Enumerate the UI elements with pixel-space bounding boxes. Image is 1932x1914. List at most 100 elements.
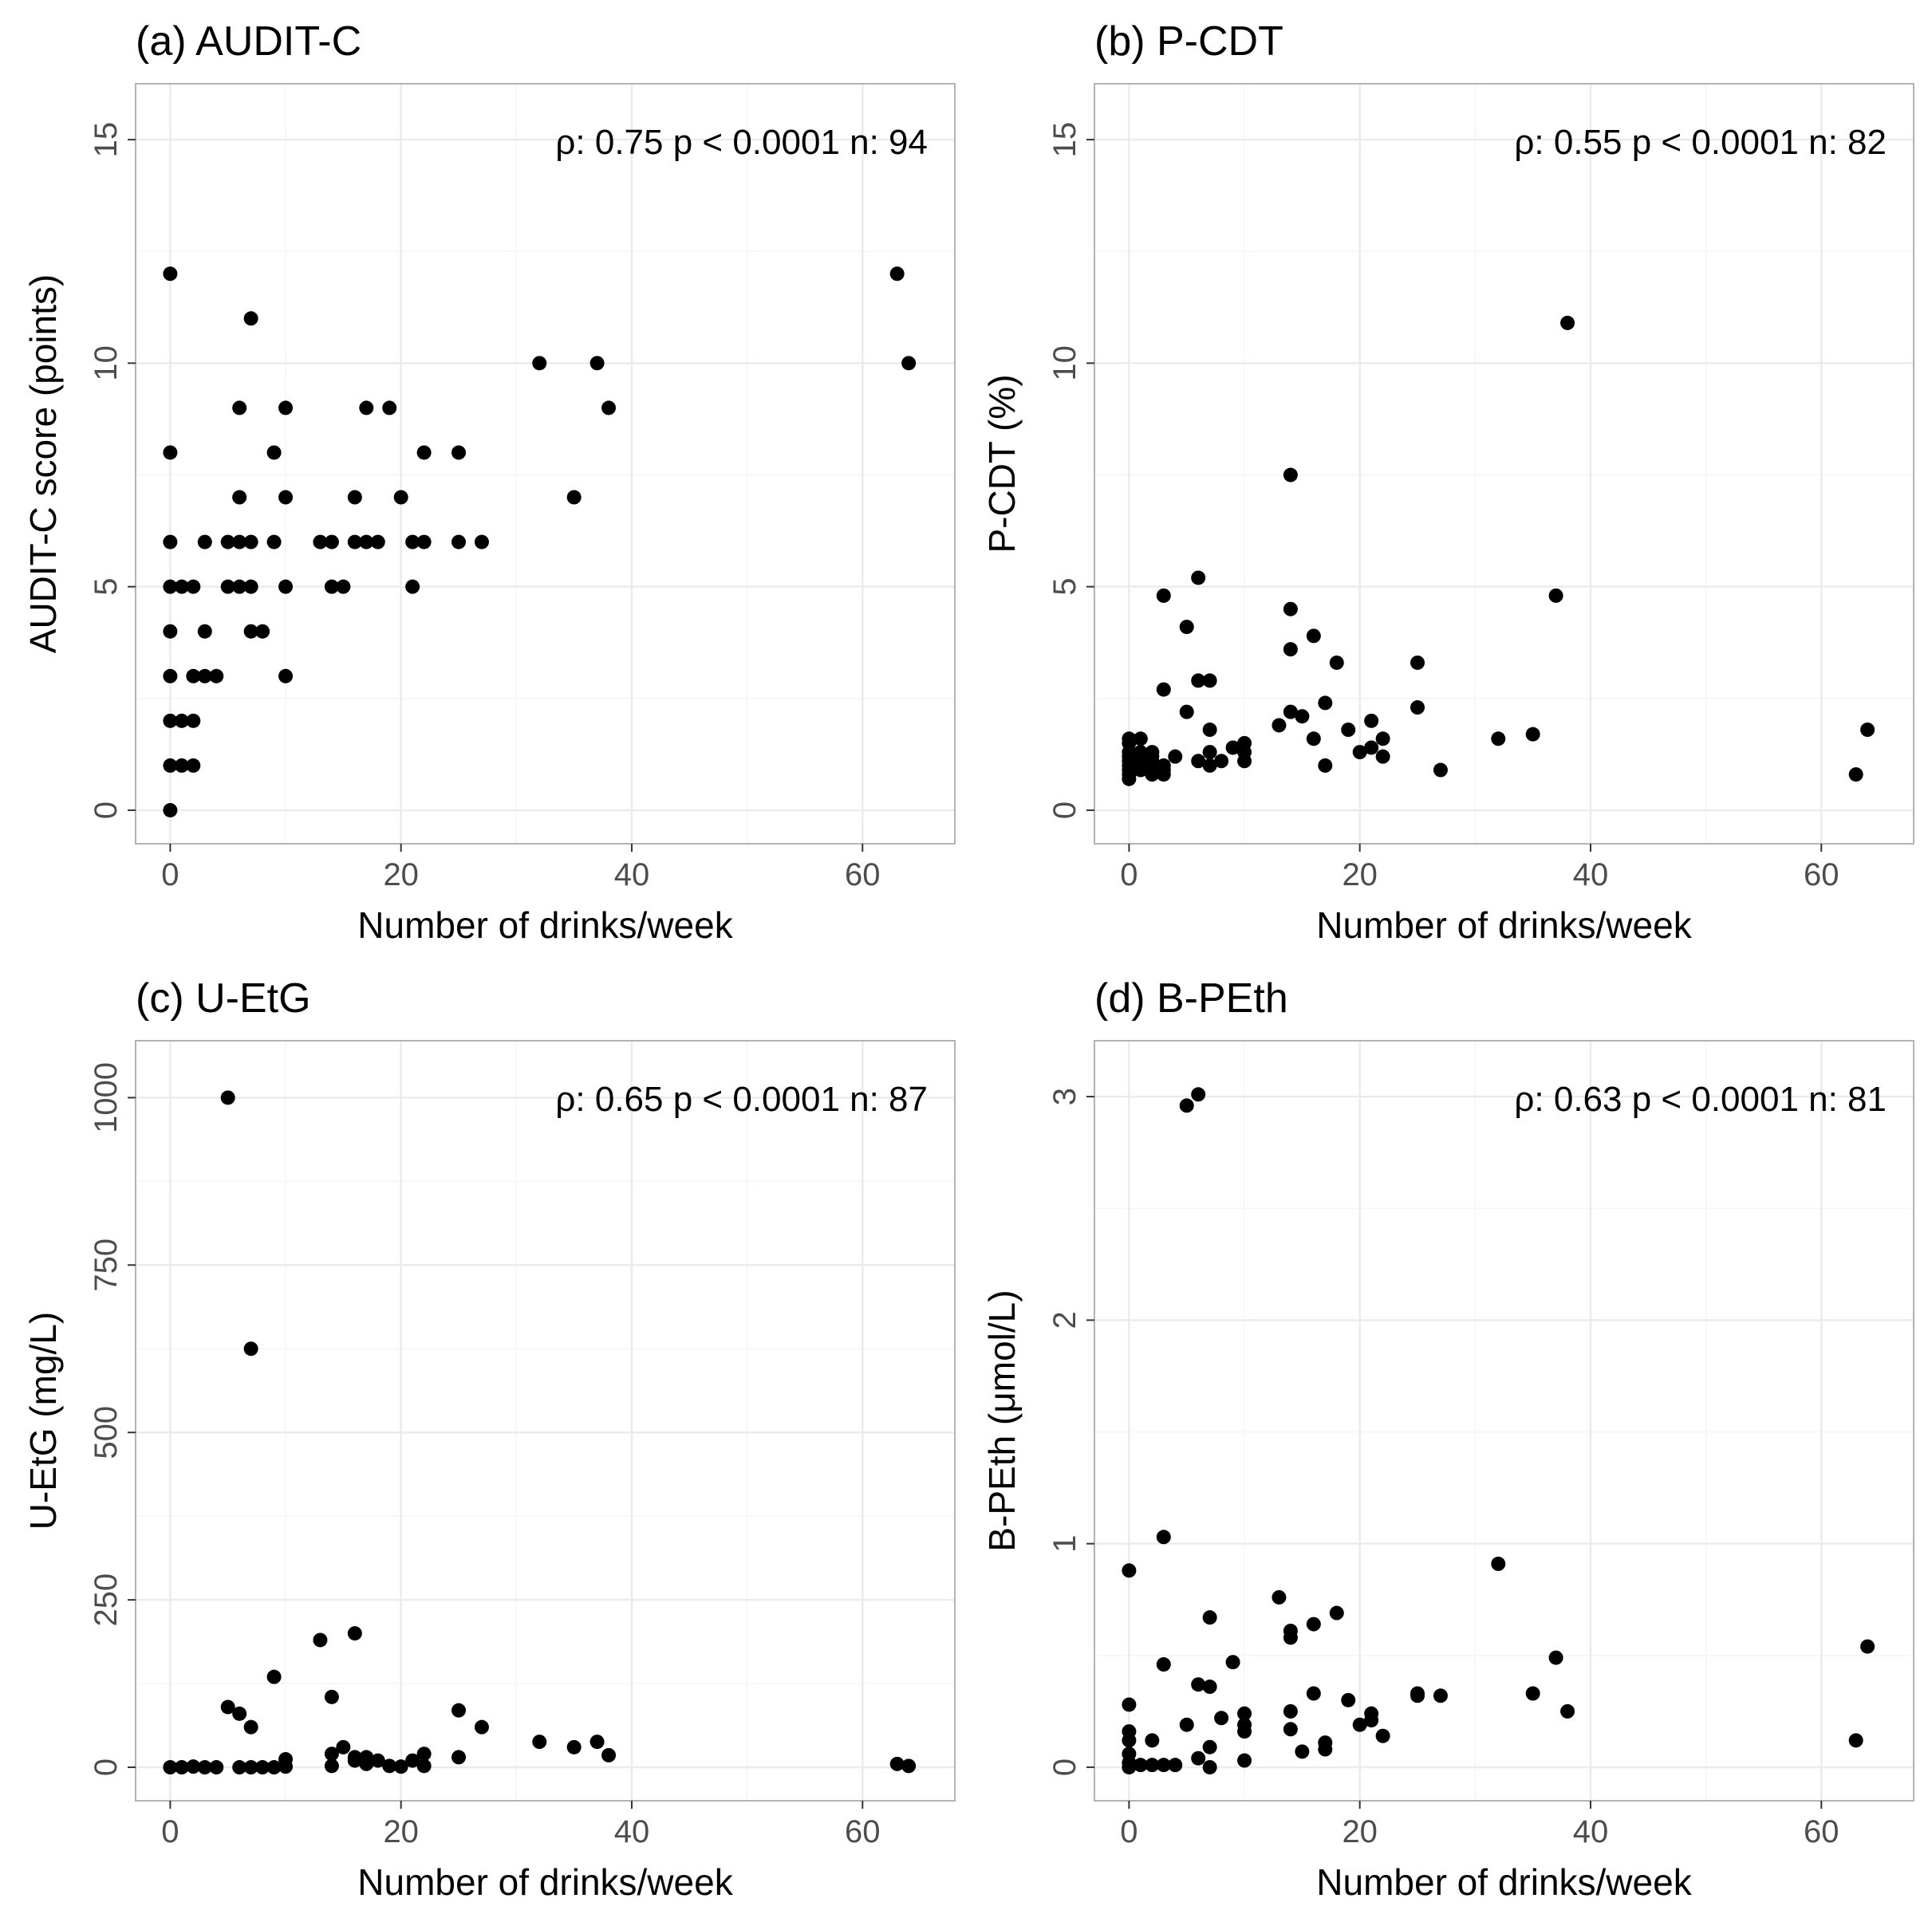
data-point: [1283, 467, 1298, 482]
y-tick-label: 5: [1047, 578, 1082, 596]
x-tick-label: 40: [614, 1814, 650, 1849]
data-point: [347, 1753, 362, 1768]
data-point: [1179, 1098, 1194, 1113]
panel-title: (b) P-CDT: [1094, 18, 1283, 65]
data-point: [1202, 758, 1217, 773]
data-point: [266, 445, 282, 460]
data-point: [1191, 673, 1206, 688]
data-point: [347, 490, 362, 505]
panel-title: (a) AUDIT-C: [136, 18, 361, 65]
data-point: [1237, 1724, 1252, 1739]
data-point: [359, 400, 374, 415]
data-point: [186, 713, 201, 728]
x-tick-label: 20: [383, 1814, 419, 1849]
data-point: [901, 356, 917, 371]
y-tick-label: 0: [1047, 801, 1082, 819]
data-point: [416, 534, 432, 549]
data-point: [382, 400, 397, 415]
data-point: [313, 1632, 328, 1648]
data-point: [220, 534, 235, 549]
data-point: [336, 579, 351, 594]
stats-annotation: ρ: 0.65 p < 0.0001 n: 87: [555, 1080, 928, 1119]
data-point: [255, 1760, 270, 1775]
data-point: [1237, 1753, 1252, 1768]
data-point: [1202, 1680, 1217, 1695]
data-point: [1191, 570, 1206, 585]
data-point: [232, 534, 247, 549]
stats-annotation: ρ: 0.63 p < 0.0001 n: 81: [1514, 1080, 1887, 1119]
data-point: [1548, 588, 1563, 603]
data-point: [566, 1739, 582, 1754]
data-point: [1156, 1657, 1171, 1672]
data-point: [197, 1760, 212, 1775]
data-point: [232, 400, 247, 415]
y-tick-label: 0: [1047, 1758, 1082, 1776]
data-point: [1548, 1650, 1563, 1665]
data-point: [266, 534, 282, 549]
data-point: [1318, 758, 1333, 773]
data-point: [1156, 1530, 1171, 1545]
y-axis-label: P-CDT (%): [981, 374, 1023, 553]
data-point: [1410, 700, 1425, 715]
data-point: [1191, 1087, 1206, 1102]
data-point: [1860, 723, 1875, 738]
x-tick-label: 0: [161, 857, 179, 892]
data-point: [163, 713, 178, 728]
data-point: [186, 579, 201, 594]
data-point: [1179, 1717, 1194, 1732]
panel-border: [1094, 83, 1914, 845]
data-point: [1237, 754, 1252, 769]
data-point: [313, 534, 328, 549]
data-point: [451, 1750, 467, 1765]
panel-title: (d) B-PEth: [1094, 975, 1288, 1022]
data-point: [347, 534, 362, 549]
data-point: [197, 534, 212, 549]
data-point: [1133, 731, 1148, 746]
chart-panel-3: 0 20 40 60 0 250 500 750 1000 ρ: 0.65 p < 0.0001 …: [22, 975, 956, 1903]
data-point: [197, 624, 212, 639]
data-point: [266, 1760, 282, 1775]
y-tick-label: 250: [89, 1573, 124, 1627]
data-point: [232, 579, 247, 594]
data-point: [1410, 655, 1425, 670]
data-point: [1283, 1630, 1298, 1645]
data-point: [243, 534, 258, 549]
data-point: [405, 1753, 420, 1768]
data-point: [359, 1756, 374, 1771]
data-point: [370, 534, 385, 549]
data-point: [416, 1758, 432, 1774]
data-point: [1202, 1759, 1217, 1774]
data-point: [1237, 1706, 1252, 1721]
data-point: [405, 534, 420, 549]
data-point: [163, 758, 178, 773]
data-point: [174, 713, 189, 728]
data-point: [1272, 1589, 1287, 1605]
y-tick-label: 3: [1047, 1088, 1082, 1105]
data-point: [1145, 767, 1160, 782]
data-point: [1202, 673, 1217, 688]
data-point: [186, 668, 201, 683]
data-point: [324, 1689, 339, 1704]
data-point: [1306, 628, 1321, 644]
y-tick-label: 5: [89, 578, 124, 596]
data-point: [1329, 1605, 1344, 1621]
data-point: [174, 1760, 189, 1775]
data-point: [1525, 1686, 1540, 1701]
data-point: [324, 1758, 339, 1774]
y-tick-label: 0: [89, 1758, 124, 1776]
y-tick-label: 750: [89, 1239, 124, 1292]
x-tick-label: 40: [1573, 857, 1609, 892]
data-point: [1433, 762, 1448, 778]
data-point: [163, 802, 178, 817]
data-point: [589, 1735, 605, 1750]
data-point: [474, 1719, 489, 1735]
panel-border: [1094, 1040, 1914, 1802]
data-point: [1306, 1617, 1321, 1632]
data-point: [1283, 1722, 1298, 1737]
data-point: [278, 579, 294, 594]
data-point: [532, 1735, 547, 1750]
data-point: [1214, 1711, 1229, 1726]
data-point: [278, 668, 294, 683]
data-point: [451, 1703, 467, 1718]
